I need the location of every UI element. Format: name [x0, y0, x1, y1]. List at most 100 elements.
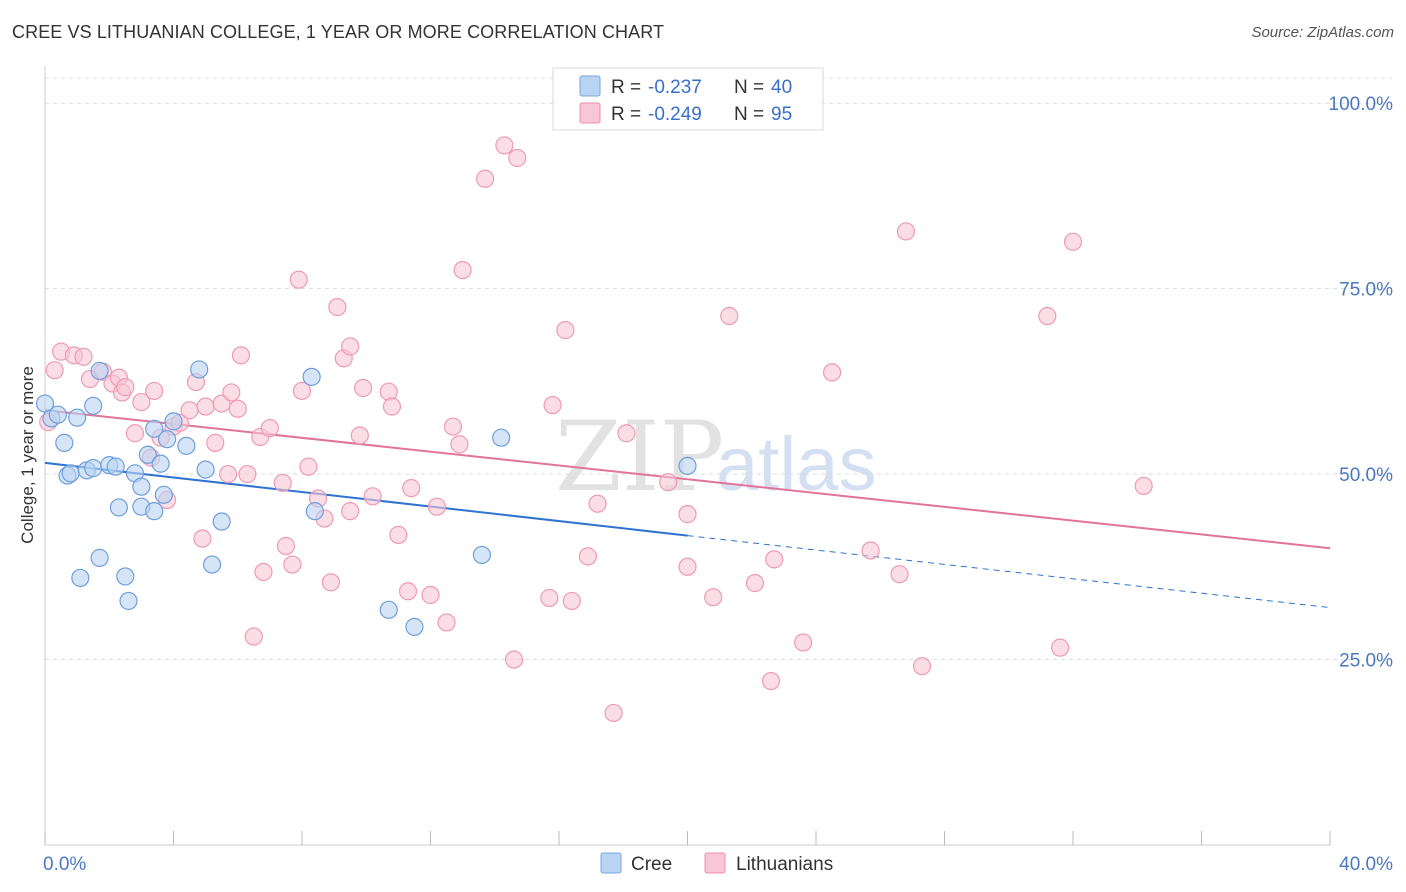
lithuanian-point [617, 424, 636, 443]
data-points [35, 136, 1153, 723]
lithuanian-point [896, 222, 916, 241]
correlation-legend: R = -0.237 N = 40 R = -0.249 N = 95 [552, 67, 824, 131]
cree-point [305, 502, 324, 521]
lithuanian-point [180, 401, 199, 420]
cree-point [145, 419, 164, 438]
cree-point [177, 436, 196, 455]
cree-point [196, 460, 215, 479]
cree-trend-extension [687, 535, 1331, 609]
lithuanian-point [765, 550, 784, 569]
lithuanian-point [341, 337, 360, 356]
y-axis-label: College, 1 year or more [18, 366, 37, 544]
lithuanian-point [276, 536, 296, 556]
cree-point [84, 459, 103, 478]
lithuanian-point [350, 426, 369, 445]
lithuanian-point [206, 433, 225, 452]
lithuanian-point [273, 473, 292, 493]
lithuanian-point [495, 136, 514, 155]
lithuanian-point [238, 464, 257, 484]
lithuanian-point [562, 591, 581, 611]
lithuanian-point [398, 582, 418, 601]
x-tick-label: 40.0% [1339, 854, 1393, 875]
lithuanian-point [720, 306, 739, 326]
lithuanian-point [761, 671, 781, 691]
lithuanian-point [704, 588, 723, 607]
gridlines [45, 77, 1392, 661]
lithuanian-point [1051, 638, 1070, 657]
lithuanian-point [363, 487, 382, 506]
legend-swatch-cree [579, 75, 601, 97]
lithuanian-point [116, 378, 135, 397]
cree-point [379, 600, 398, 619]
chart-title: CREE VS LITHUANIAN COLLEGE, 1 YEAR OR MO… [12, 22, 665, 42]
legend-r-label-lithuanians: R = [611, 104, 641, 125]
cree-point [84, 396, 103, 415]
lithuanian-point [678, 557, 697, 576]
cree-point [90, 361, 109, 381]
lithuanian-point [861, 541, 880, 560]
lithuanian-point [132, 392, 151, 412]
lithuanian-point [588, 494, 607, 513]
lithuanian-point [231, 346, 251, 365]
cree-point [212, 512, 231, 531]
lithuanian-point [254, 562, 273, 582]
legend-n-label-lithuanians: N = [734, 104, 764, 125]
lithuanian-point [794, 633, 813, 652]
lithuanian-point [341, 502, 360, 521]
bottom-legend-label-lithuanians: Lithuanians [736, 854, 833, 875]
bottom-legend-label-cree: Cree [631, 854, 672, 875]
lithuanian-point [890, 565, 909, 584]
lithuanian-point [379, 382, 398, 401]
y-tick-label: 100.0% [1329, 94, 1394, 115]
cree-point [157, 430, 177, 449]
cree-point [302, 367, 321, 386]
cree-point [48, 405, 67, 424]
cree-point [55, 433, 74, 452]
cree-point [119, 591, 138, 611]
lithuanian-point [228, 399, 247, 418]
cree-point [61, 464, 80, 483]
y-tick-label: 25.0% [1339, 651, 1393, 672]
watermark-zip: ZIP [555, 401, 724, 513]
lithuanian-point [678, 505, 697, 524]
cree-point [132, 477, 151, 496]
lithuanian-point [659, 473, 678, 492]
lithuanian-point [260, 418, 279, 438]
cree-point [109, 498, 128, 517]
lithuanian-point [222, 383, 241, 402]
cree-point [190, 360, 209, 379]
lithuanian-point [292, 381, 312, 401]
watermark-atlas: atlas [716, 422, 877, 507]
legend-swatch-lithuanians [579, 102, 601, 124]
lithuanian-point [145, 381, 164, 401]
lithuanian-point [476, 169, 495, 188]
axes [44, 66, 1331, 846]
lithuanian-point [745, 574, 765, 593]
lithuanian-point [427, 497, 447, 516]
lithuanian-point [556, 321, 575, 340]
cree-point [492, 428, 511, 447]
lithuanian-point [453, 260, 472, 280]
cree-point [678, 456, 697, 475]
lithuanian-point [543, 395, 562, 415]
bottom-legend-swatch-cree [600, 852, 622, 874]
lithuanian-point [382, 397, 402, 416]
cree-point [151, 454, 170, 473]
cree-point [202, 555, 222, 574]
lithuanian-point [443, 417, 463, 436]
cree-point [138, 445, 157, 464]
legend-r-label-cree: R = [611, 77, 641, 98]
lithuanian-point [289, 270, 308, 289]
legend-n-value-lithuanians: 95 [771, 104, 792, 125]
lithuanian-point [822, 363, 842, 382]
legend-n-value-cree: 40 [771, 77, 792, 98]
lithuanian-point [450, 435, 469, 454]
lithuanian-point [912, 657, 932, 676]
lithuanian-point [1134, 476, 1153, 496]
lithuanian-point [504, 650, 524, 669]
lithuanian-point [283, 555, 302, 574]
bottom-legend-swatch-lithuanians [704, 852, 726, 874]
cree-point [405, 617, 424, 636]
watermark: ZIP atlas [555, 401, 877, 513]
